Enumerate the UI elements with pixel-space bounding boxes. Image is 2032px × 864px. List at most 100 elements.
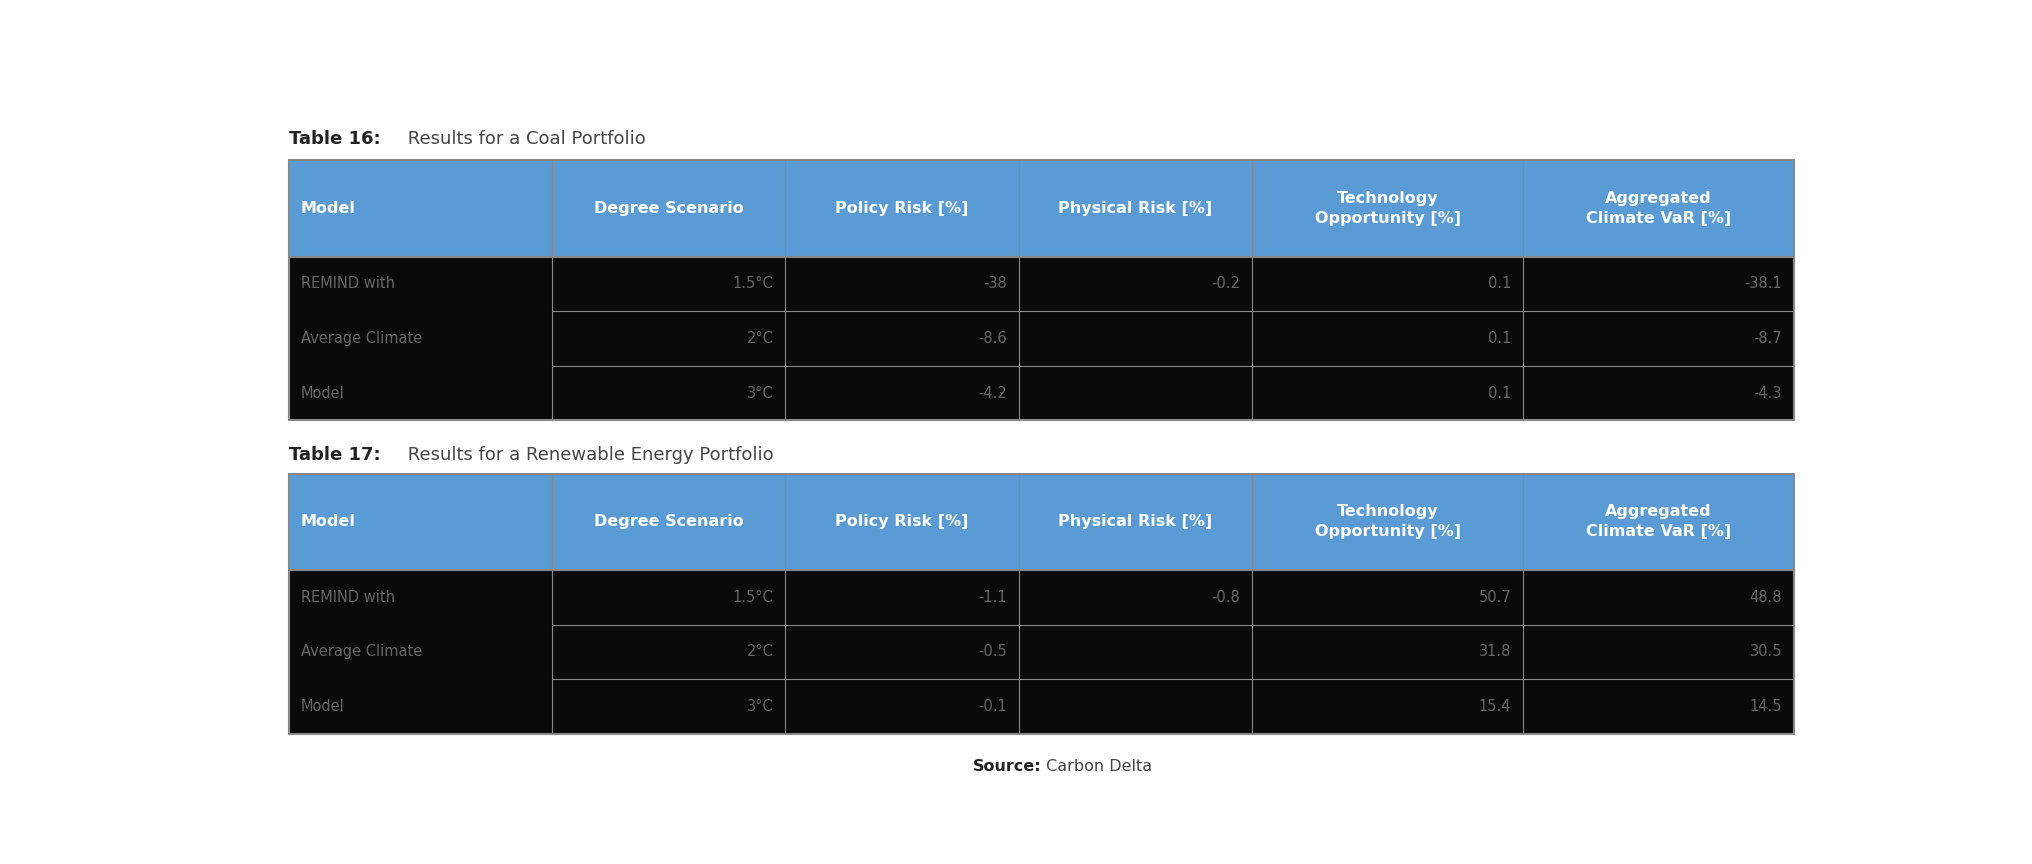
Text: Policy Risk [%]: Policy Risk [%] bbox=[835, 201, 969, 216]
Bar bbox=[1524, 160, 1794, 257]
Text: Aggregated
Climate VaR [%]: Aggregated Climate VaR [%] bbox=[1587, 505, 1731, 539]
Bar bbox=[1252, 679, 1524, 734]
Text: Results for a Coal Portfolio: Results for a Coal Portfolio bbox=[402, 130, 646, 149]
Bar bbox=[786, 365, 1018, 421]
Bar bbox=[289, 257, 553, 311]
Bar bbox=[553, 473, 786, 570]
Bar bbox=[289, 473, 553, 570]
Text: -1.1: -1.1 bbox=[977, 590, 1006, 605]
Text: 48.8: 48.8 bbox=[1750, 590, 1782, 605]
Bar bbox=[1018, 160, 1252, 257]
Bar bbox=[289, 160, 1794, 421]
Bar bbox=[786, 570, 1018, 625]
Bar bbox=[786, 311, 1018, 365]
Text: -0.1: -0.1 bbox=[977, 699, 1006, 714]
Text: Degree Scenario: Degree Scenario bbox=[593, 514, 744, 530]
Text: -4.3: -4.3 bbox=[1754, 385, 1782, 401]
Text: -0.2: -0.2 bbox=[1211, 276, 1240, 291]
Bar bbox=[1524, 679, 1794, 734]
Bar bbox=[1524, 473, 1794, 570]
Bar bbox=[1018, 365, 1252, 421]
Bar bbox=[1018, 570, 1252, 625]
Text: Model: Model bbox=[301, 514, 356, 530]
Text: 30.5: 30.5 bbox=[1750, 645, 1782, 659]
Text: Average Climate: Average Climate bbox=[301, 645, 423, 659]
Bar bbox=[289, 365, 553, 421]
Bar bbox=[1018, 679, 1252, 734]
Bar bbox=[289, 679, 553, 734]
Bar bbox=[1252, 311, 1524, 365]
Text: Carbon Delta: Carbon Delta bbox=[1042, 759, 1152, 774]
Bar bbox=[553, 257, 786, 311]
Text: Results for a Renewable Energy Portfolio: Results for a Renewable Energy Portfolio bbox=[402, 446, 774, 464]
Text: 50.7: 50.7 bbox=[1479, 590, 1512, 605]
Text: 31.8: 31.8 bbox=[1479, 645, 1512, 659]
Text: Degree Scenario: Degree Scenario bbox=[593, 201, 744, 216]
Text: -0.8: -0.8 bbox=[1211, 590, 1240, 605]
Text: 2°C: 2°C bbox=[746, 331, 774, 346]
Bar bbox=[553, 311, 786, 365]
Text: Physical Risk [%]: Physical Risk [%] bbox=[1059, 201, 1213, 216]
Text: Technology
Opportunity [%]: Technology Opportunity [%] bbox=[1315, 191, 1461, 226]
Bar bbox=[289, 311, 553, 365]
Text: Source:: Source: bbox=[973, 759, 1042, 774]
Text: -38.1: -38.1 bbox=[1743, 276, 1782, 291]
Text: Model: Model bbox=[301, 699, 345, 714]
Text: 15.4: 15.4 bbox=[1479, 699, 1512, 714]
Bar bbox=[786, 160, 1018, 257]
Bar bbox=[553, 570, 786, 625]
Bar bbox=[1524, 311, 1794, 365]
Text: Policy Risk [%]: Policy Risk [%] bbox=[835, 514, 969, 530]
Bar bbox=[1252, 570, 1524, 625]
Text: -4.2: -4.2 bbox=[977, 385, 1006, 401]
Text: -8.6: -8.6 bbox=[977, 331, 1006, 346]
Text: Average Climate: Average Climate bbox=[301, 331, 423, 346]
Bar bbox=[1252, 625, 1524, 679]
Bar bbox=[786, 679, 1018, 734]
Text: 2°C: 2°C bbox=[746, 645, 774, 659]
Bar bbox=[1018, 473, 1252, 570]
Bar bbox=[1018, 311, 1252, 365]
Bar bbox=[1524, 625, 1794, 679]
Bar bbox=[1252, 257, 1524, 311]
Bar bbox=[786, 473, 1018, 570]
Bar bbox=[1524, 257, 1794, 311]
Bar bbox=[553, 160, 786, 257]
Text: Model: Model bbox=[301, 201, 356, 216]
Bar bbox=[289, 473, 1794, 734]
Text: Model: Model bbox=[301, 385, 345, 401]
Text: REMIND with: REMIND with bbox=[301, 276, 394, 291]
Bar bbox=[1252, 473, 1524, 570]
Text: -8.7: -8.7 bbox=[1754, 331, 1782, 346]
Text: REMIND with: REMIND with bbox=[301, 590, 394, 605]
Text: Table 17:: Table 17: bbox=[289, 446, 380, 464]
Text: Table 16:: Table 16: bbox=[289, 130, 380, 149]
Bar bbox=[786, 257, 1018, 311]
Text: Aggregated
Climate VaR [%]: Aggregated Climate VaR [%] bbox=[1587, 191, 1731, 226]
Text: Technology
Opportunity [%]: Technology Opportunity [%] bbox=[1315, 505, 1461, 539]
Text: 1.5°C: 1.5°C bbox=[734, 276, 774, 291]
Text: 3°C: 3°C bbox=[748, 699, 774, 714]
Bar bbox=[289, 160, 553, 257]
Bar bbox=[1252, 160, 1524, 257]
Text: 3°C: 3°C bbox=[748, 385, 774, 401]
Text: -38: -38 bbox=[983, 276, 1006, 291]
Text: 0.1: 0.1 bbox=[1487, 385, 1512, 401]
Bar bbox=[553, 679, 786, 734]
Text: Physical Risk [%]: Physical Risk [%] bbox=[1059, 514, 1213, 530]
Bar bbox=[1018, 625, 1252, 679]
Bar bbox=[553, 365, 786, 421]
Bar bbox=[289, 625, 553, 679]
Text: 0.1: 0.1 bbox=[1487, 331, 1512, 346]
Bar bbox=[1524, 365, 1794, 421]
Text: 14.5: 14.5 bbox=[1750, 699, 1782, 714]
Bar bbox=[1018, 257, 1252, 311]
Text: 1.5°C: 1.5°C bbox=[734, 590, 774, 605]
Bar bbox=[786, 625, 1018, 679]
Bar bbox=[289, 570, 553, 625]
Bar bbox=[1524, 570, 1794, 625]
Text: -0.5: -0.5 bbox=[977, 645, 1006, 659]
Bar bbox=[553, 625, 786, 679]
Bar bbox=[1252, 365, 1524, 421]
Text: 0.1: 0.1 bbox=[1487, 276, 1512, 291]
